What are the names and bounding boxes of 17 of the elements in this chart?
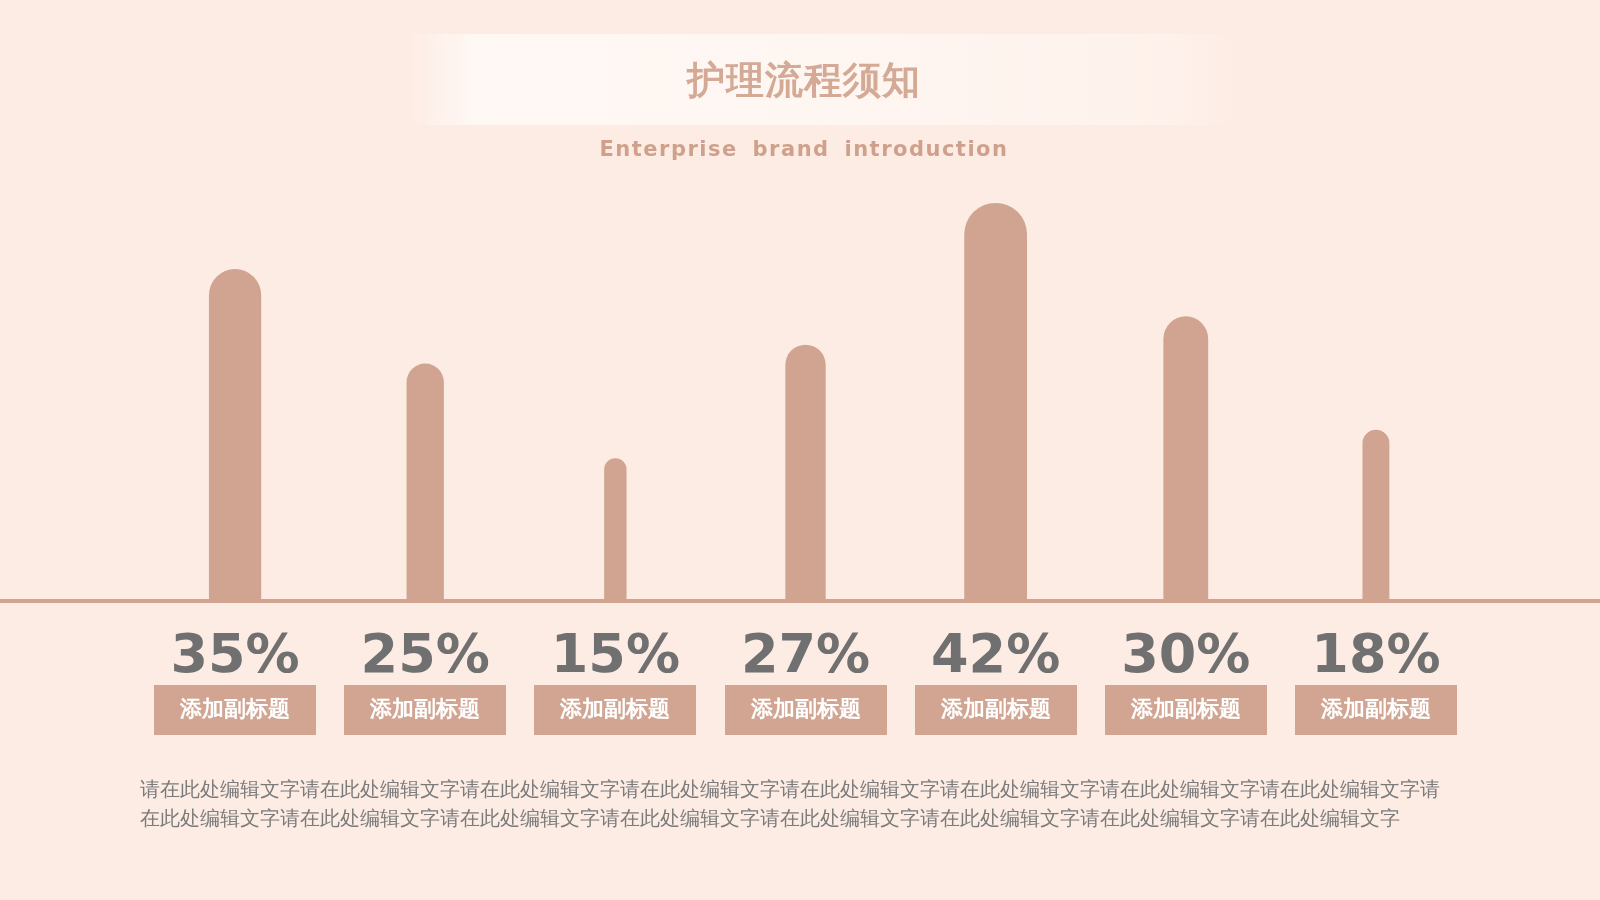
x-tick-label: 添加副标题 — [179, 695, 291, 721]
data-label: 42% — [931, 622, 1061, 686]
x-tick-label: 添加副标题 — [559, 695, 671, 721]
x-tick-label: 添加副标题 — [749, 695, 861, 721]
data-label: 35% — [170, 622, 300, 686]
x-tick-label: 添加副标题 — [1319, 695, 1431, 721]
x-tick-label: 添加副标题 — [369, 695, 481, 721]
data-label: 15% — [550, 622, 680, 686]
data-label: 27% — [740, 622, 871, 686]
chart-title: 护理流程须知 — [685, 57, 922, 104]
chart-subtitle: Enterprise brand introduction — [598, 136, 1010, 163]
x-tick-label: 添加副标题 — [939, 695, 1051, 721]
x-tick-label: 添加副标题 — [1129, 695, 1241, 721]
data-label: 18% — [1311, 622, 1441, 686]
data-label: 25% — [360, 622, 490, 686]
text: 请在此处编辑文字请在此处编辑文字请在此处编辑文字请在此处编辑文字请在此处编辑文字请在此处编辑文字请在此处编辑文字请在此处编辑文字请在此处编辑文字请在此处编辑文字请在此处编辑文字请在此处编辑文字请在此处编辑文字请在此处编辑文字请在此处编辑文字请在此处编辑文字 — [140, 776, 1441, 832]
data-label: 30% — [1121, 622, 1251, 686]
